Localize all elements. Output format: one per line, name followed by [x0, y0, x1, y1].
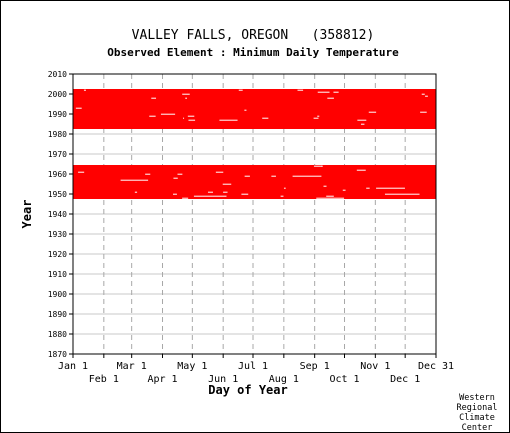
y-tick-label: 1940: [48, 210, 67, 219]
missing-data-gap: [160, 113, 176, 115]
missing-data-gap: [193, 195, 227, 197]
credit-line: Regional: [457, 403, 498, 413]
x-tick-label: Sep 1: [300, 361, 330, 372]
x-tick-label: Dec 1: [390, 374, 420, 385]
x-tick-label: Aug 1: [269, 374, 299, 385]
missing-data-gap: [376, 187, 405, 189]
y-tick-label: 2010: [48, 70, 67, 79]
missing-data-gap: [280, 195, 284, 197]
missing-data-gap: [262, 117, 269, 119]
missing-data-gap: [323, 185, 327, 187]
missing-data-gap: [78, 171, 85, 173]
x-tick-label: May 1: [177, 361, 207, 372]
missing-data-gap: [327, 97, 334, 99]
missing-data-gap: [317, 115, 320, 117]
missing-data-gap: [134, 191, 138, 193]
chart-subtitle: Observed Element : Minimum Daily Tempera…: [107, 46, 399, 59]
missing-data-gap: [188, 119, 196, 121]
missing-data-gap: [357, 119, 367, 121]
missing-data-gap: [238, 89, 243, 91]
y-axis-ticks: 1870 1880 1890 1900 1910 1920 1930 1940 1950 1960…: [48, 70, 73, 359]
missing-data-gap: [173, 193, 177, 195]
x-tick-label: Jun 1: [208, 374, 238, 385]
missing-data-gap: [241, 193, 249, 195]
x-tick-label: Mar 1: [117, 361, 147, 372]
missing-data-gap: [149, 115, 156, 117]
missing-data-gap: [342, 189, 346, 191]
y-tick-label: 1930: [48, 230, 67, 239]
x-tick-label: Jul 1: [238, 361, 268, 372]
missing-data-gap: [326, 195, 334, 197]
y-tick-label: 1890: [48, 310, 67, 319]
missing-data-gap: [75, 107, 82, 109]
missing-data-gap: [317, 91, 330, 93]
missing-data-gap: [421, 93, 425, 95]
missing-data-gap: [297, 89, 304, 91]
missing-data-gap: [292, 175, 322, 177]
missing-data-gap: [271, 175, 276, 177]
missing-data-gap: [83, 89, 86, 91]
missing-data-gap: [316, 197, 345, 199]
y-tick-label: 1970: [48, 150, 67, 159]
credit-line: Center: [462, 423, 493, 433]
x-tick-label: Apr 1: [147, 374, 177, 385]
x-axis-label: Day of Year: [208, 383, 287, 397]
missing-data-gap: [360, 123, 365, 125]
credit-text: Western Regional Climate Center: [457, 393, 498, 433]
missing-data-gap: [177, 173, 183, 175]
missing-data-gap: [244, 175, 250, 177]
missing-data-gap: [283, 187, 286, 189]
missing-data-gap: [368, 111, 377, 113]
credit-line: Climate: [459, 413, 495, 423]
y-tick-label: 1900: [48, 290, 67, 299]
credit-line: Western: [459, 393, 495, 403]
missing-data-gap: [313, 165, 322, 167]
missing-data-gap: [222, 183, 232, 185]
missing-data-gap: [120, 179, 149, 181]
missing-data-gap: [313, 117, 319, 119]
data-layer: [73, 89, 436, 199]
missing-data-gap: [183, 117, 185, 119]
missing-data-gap: [420, 111, 427, 113]
missing-data-gap: [321, 165, 323, 167]
x-axis-ticks: Jan 1 Mar 1 May 1 Jul 1 Sep 1 Nov 1 Dec 31 Feb …: [58, 354, 454, 385]
missing-data-gap: [185, 97, 188, 99]
x-tick-label: Feb 1: [89, 374, 119, 385]
missing-data-gap: [182, 93, 190, 95]
y-tick-label: 1920: [48, 250, 67, 259]
y-tick-label: 2000: [48, 90, 67, 99]
missing-data-gap: [145, 173, 151, 175]
y-tick-label: 1980: [48, 130, 67, 139]
chart-title: VALLEY FALLS, OREGON (358812): [132, 28, 375, 43]
y-tick-label: 1870: [48, 350, 67, 359]
y-tick-label: 1880: [48, 330, 67, 339]
y-tick-label: 1990: [48, 110, 67, 119]
observed-record-block: [73, 89, 436, 129]
y-tick-label: 1910: [48, 270, 67, 279]
x-tick-label: Nov 1: [360, 361, 390, 372]
missing-data-gap: [219, 119, 238, 121]
x-tick-label: Dec 31: [418, 361, 454, 372]
x-tick-label: Jan 1: [58, 361, 88, 372]
missing-data-gap: [187, 115, 195, 117]
missing-data-gap: [333, 91, 339, 93]
y-tick-label: 1950: [48, 190, 67, 199]
missing-data-gap: [366, 187, 370, 189]
missing-data-gap: [356, 169, 366, 171]
missing-data-gap: [215, 171, 224, 173]
missing-data-gap: [207, 191, 213, 193]
observed-record-block: [73, 165, 436, 199]
x-tick-label: Oct 1: [329, 374, 359, 385]
missing-data-gap: [173, 177, 178, 179]
missing-data-gap: [151, 97, 157, 99]
missing-data-gap: [244, 109, 247, 111]
missing-data-gap: [425, 95, 428, 97]
missing-data-gap: [384, 193, 420, 195]
y-axis-label: Year: [20, 200, 34, 229]
missing-data-gap: [182, 197, 189, 199]
missing-data-gap: [223, 191, 228, 193]
y-tick-label: 1960: [48, 170, 67, 179]
